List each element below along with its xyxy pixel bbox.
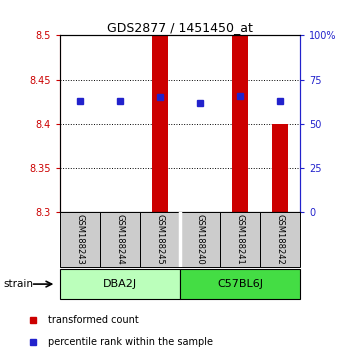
Bar: [140, 212, 180, 267]
Bar: [60, 269, 180, 299]
Bar: [60, 212, 100, 267]
Bar: [272, 124, 288, 212]
Bar: [152, 35, 168, 212]
Text: GSM188244: GSM188244: [115, 215, 124, 265]
Text: GSM188240: GSM188240: [195, 215, 204, 265]
Bar: [72, 211, 88, 212]
Bar: [112, 211, 128, 212]
Text: strain: strain: [3, 279, 33, 289]
Title: GDS2877 / 1451450_at: GDS2877 / 1451450_at: [107, 21, 253, 34]
Text: GSM188242: GSM188242: [276, 215, 284, 265]
Bar: [192, 211, 208, 212]
Bar: [180, 269, 300, 299]
Text: GSM188243: GSM188243: [75, 215, 84, 265]
Text: percentile rank within the sample: percentile rank within the sample: [48, 337, 213, 347]
Bar: [232, 35, 248, 212]
Text: C57BL6J: C57BL6J: [217, 279, 263, 289]
Text: DBA2J: DBA2J: [103, 279, 137, 289]
Bar: [100, 212, 140, 267]
Bar: [180, 212, 220, 267]
Text: GSM188241: GSM188241: [236, 215, 244, 265]
Text: GSM188245: GSM188245: [155, 215, 164, 265]
Bar: [260, 212, 300, 267]
Text: transformed count: transformed count: [48, 315, 139, 325]
Bar: [220, 212, 260, 267]
